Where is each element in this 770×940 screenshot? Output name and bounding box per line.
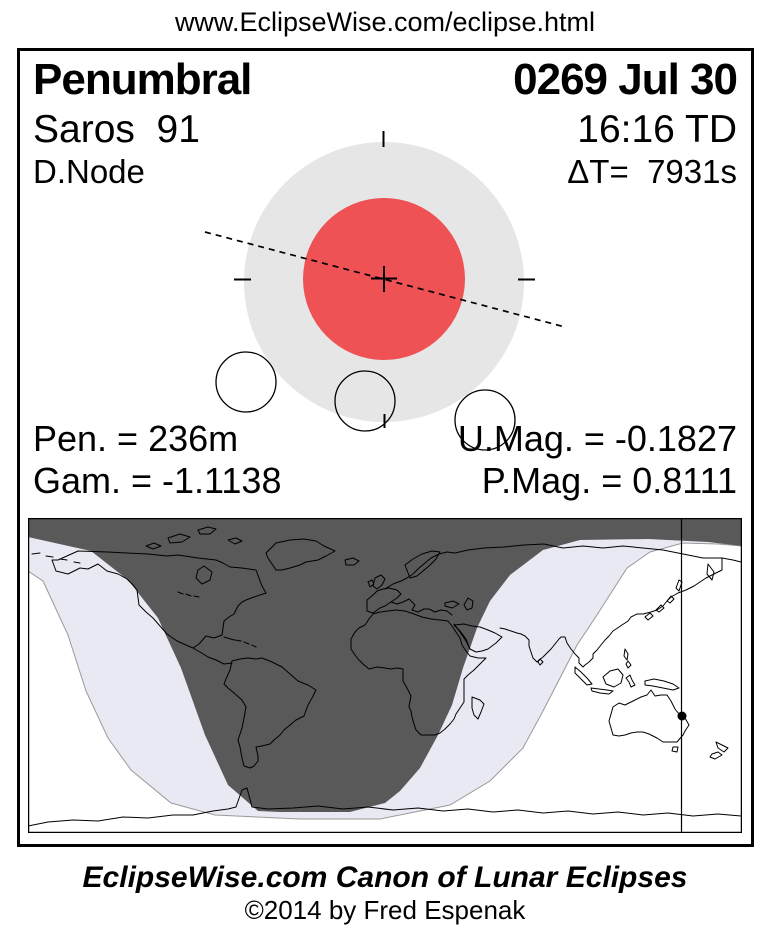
- footer-title: EclipseWise.com Canon of Lunar Eclipses: [82, 861, 688, 894]
- umbral-magnitude: U.Mag. = -0.1827: [457, 418, 737, 459]
- delta-t-label: ΔT= 7931s: [567, 153, 737, 190]
- greatest-eclipse-time: 16:16 TD: [577, 108, 737, 151]
- ecliptic-dashed-line: [204, 231, 566, 328]
- coastlines: [28, 526, 742, 827]
- eclipse-type-label: Penumbral: [33, 55, 252, 104]
- node-label: D.Node: [33, 153, 145, 190]
- shadow-center-cross: [371, 266, 397, 292]
- penumbral-magnitude: P.Mag. = 0.8111: [481, 460, 737, 501]
- moon-position-circle-greatest: [334, 370, 396, 432]
- eclipse-date: 0269 Jul 30: [513, 55, 738, 104]
- copyright-line: ©2014 by Fred Espenak: [244, 895, 526, 925]
- eclipse-geometry-diagram: [204, 131, 566, 451]
- saros-label: Saros 91: [33, 108, 200, 151]
- source-url: www.EclipseWise.com/eclipse.html: [174, 7, 596, 37]
- greatest-eclipse-zenith-point: [677, 711, 687, 721]
- visibility-map: [28, 518, 742, 833]
- map-border: [28, 518, 742, 833]
- gamma-value: Gam. = -1.1138: [33, 460, 282, 501]
- no-eclipse-region: [28, 518, 742, 812]
- moon-position-circle-first-contact: [215, 351, 277, 413]
- eclipse-card-border: [17, 48, 754, 847]
- penumbral-duration: Pen. = 236m: [33, 418, 239, 459]
- moon-position-circle-last-contact: [454, 389, 516, 451]
